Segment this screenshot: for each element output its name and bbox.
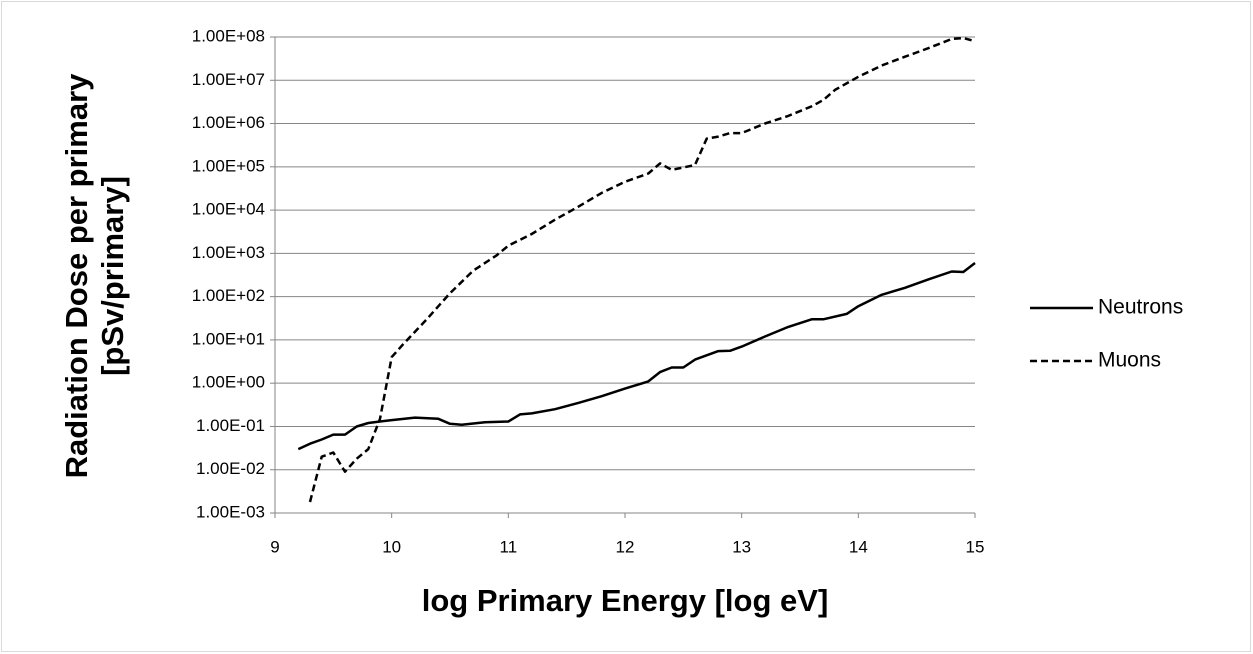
x-tick-label: 11 [500, 537, 518, 556]
x-tick-label: 13 [732, 537, 751, 556]
y-tick-label: 1.00E+01 [192, 329, 265, 348]
y-tick-label: 1.00E-02 [196, 459, 265, 478]
y-axis-title: Radiation Dose per primary [pSv/primary] [59, 73, 130, 479]
y-tick-label: 1.00E-01 [196, 416, 265, 435]
legend-label: Muons [1098, 349, 1161, 372]
x-tick-label: 12 [616, 537, 635, 556]
y-tick-label: 1.00E+00 [192, 373, 265, 392]
y-tick-label: 1.00E+05 [192, 156, 265, 175]
x-axis-title: log Primary Energy [log eV] [422, 583, 829, 618]
x-tick-label: 14 [849, 537, 868, 556]
x-tick-label: 10 [382, 537, 401, 556]
y-tick-label: 1.00E+04 [192, 200, 265, 219]
y-tick-label: 1.00E+06 [192, 113, 265, 132]
y-axis-title-line: [pSv/primary] [95, 176, 130, 376]
y-axis-title-line: Radiation Dose per primary [59, 73, 94, 479]
line-series [308, 36, 976, 503]
y-tick-label: 1.00E+02 [192, 286, 265, 305]
legend-label: Neutrons [1098, 296, 1183, 319]
line-series [297, 262, 976, 451]
x-tick-label: 9 [270, 537, 279, 556]
x-tick-label: 15 [966, 537, 985, 556]
y-tick-label: 1.00E+07 [192, 70, 265, 89]
y-tick-label: 1.00E-03 [196, 502, 265, 521]
y-tick-label: 1.00E+08 [192, 26, 265, 45]
y-tick-label: 1.00E+03 [192, 243, 265, 262]
